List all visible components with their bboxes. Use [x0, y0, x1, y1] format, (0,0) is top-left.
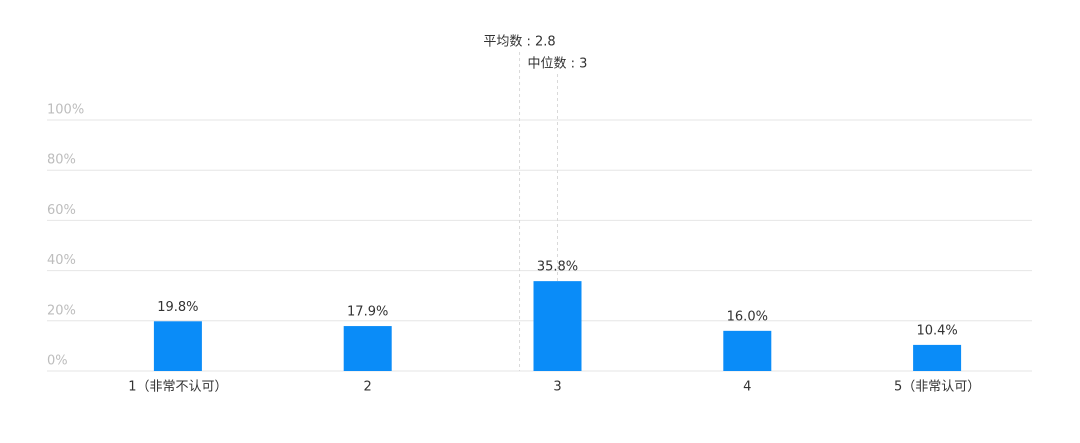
bar [723, 330, 772, 371]
annotation: 平均数 : 2.8 [483, 35, 555, 50]
y-tick-label: 80% [47, 153, 76, 168]
y-tick-label: 20% [47, 303, 76, 318]
bar [913, 344, 962, 371]
value-label: 17.9% [347, 305, 388, 320]
annotation: 中位数 : 3 [528, 57, 588, 72]
x-tick-label: 3 [553, 380, 561, 395]
x-tick-label: 2 [364, 380, 372, 395]
value-label: 19.8% [157, 300, 198, 315]
value-label: 35.8% [537, 260, 578, 275]
value-label: 16.0% [727, 309, 768, 324]
y-tick-label: 40% [47, 253, 76, 268]
bar [343, 326, 392, 371]
bar [153, 321, 202, 371]
y-tick-label: 0% [47, 354, 68, 369]
bar [533, 281, 582, 371]
value-label: 10.4% [916, 323, 957, 338]
y-tick-label: 100% [47, 103, 84, 118]
x-tick-label: 5（非常认可） [894, 380, 980, 395]
x-tick-label: 4 [743, 380, 751, 395]
x-tick-label: 1（非常不认可） [128, 380, 227, 395]
y-tick-label: 60% [47, 203, 76, 218]
